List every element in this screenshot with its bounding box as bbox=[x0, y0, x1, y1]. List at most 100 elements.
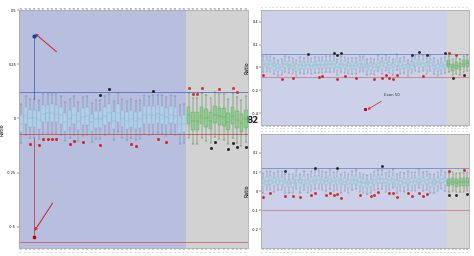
Bar bbox=[358, 178, 361, 186]
Bar bbox=[280, 177, 283, 185]
Bar bbox=[261, 10, 447, 125]
Bar bbox=[384, 179, 387, 186]
Bar bbox=[68, 110, 72, 127]
Bar bbox=[425, 63, 428, 70]
Bar bbox=[28, 110, 32, 127]
Bar bbox=[436, 64, 439, 71]
Bar bbox=[284, 179, 287, 187]
Bar bbox=[355, 62, 357, 69]
Bar bbox=[328, 61, 331, 68]
Bar bbox=[187, 107, 190, 124]
Bar bbox=[365, 64, 368, 71]
Bar bbox=[134, 112, 137, 129]
Bar bbox=[425, 176, 428, 184]
Bar bbox=[77, 112, 80, 130]
Bar bbox=[90, 114, 93, 131]
Bar bbox=[403, 61, 406, 68]
Bar bbox=[429, 60, 432, 66]
Bar bbox=[196, 112, 199, 130]
Bar bbox=[295, 64, 298, 71]
Bar bbox=[262, 61, 264, 68]
Bar bbox=[440, 175, 443, 183]
Bar bbox=[291, 179, 294, 187]
Bar bbox=[265, 177, 268, 185]
Bar bbox=[314, 176, 316, 184]
Bar bbox=[440, 63, 443, 70]
Bar bbox=[55, 105, 58, 122]
Bar bbox=[347, 180, 350, 188]
Bar bbox=[306, 62, 309, 69]
Bar bbox=[200, 107, 203, 124]
Bar bbox=[165, 108, 168, 125]
Bar bbox=[395, 59, 398, 66]
Bar bbox=[351, 62, 354, 69]
Bar bbox=[451, 178, 454, 185]
Bar bbox=[365, 180, 368, 188]
Bar bbox=[231, 107, 234, 124]
Bar bbox=[24, 107, 27, 124]
Bar bbox=[46, 105, 49, 122]
Bar bbox=[156, 105, 159, 123]
Bar bbox=[447, 179, 450, 186]
Bar bbox=[299, 179, 301, 187]
Bar bbox=[410, 62, 413, 69]
Bar bbox=[381, 175, 383, 183]
Bar bbox=[261, 134, 447, 248]
Bar bbox=[358, 61, 361, 67]
Bar bbox=[429, 179, 432, 187]
Bar bbox=[129, 110, 133, 127]
Y-axis label: Ratio: Ratio bbox=[244, 61, 249, 74]
Bar bbox=[410, 178, 413, 186]
Bar bbox=[295, 176, 298, 183]
Bar bbox=[239, 114, 243, 132]
Bar bbox=[116, 104, 120, 122]
Bar bbox=[64, 113, 67, 131]
Bar bbox=[433, 180, 435, 188]
Bar bbox=[377, 176, 380, 183]
Bar bbox=[72, 106, 76, 124]
Bar bbox=[462, 178, 465, 186]
Bar bbox=[33, 110, 36, 127]
Bar bbox=[332, 178, 335, 185]
Bar bbox=[433, 62, 435, 69]
Y-axis label: Ratio: Ratio bbox=[244, 185, 249, 197]
Bar bbox=[19, 10, 186, 248]
Bar bbox=[143, 106, 146, 124]
Bar bbox=[269, 61, 272, 68]
Bar bbox=[306, 180, 309, 187]
Bar bbox=[399, 178, 402, 185]
Bar bbox=[85, 107, 89, 124]
Bar bbox=[388, 62, 391, 69]
Bar bbox=[388, 177, 391, 184]
Bar bbox=[455, 179, 458, 187]
Bar bbox=[317, 176, 320, 184]
Bar bbox=[455, 62, 458, 69]
Bar bbox=[209, 112, 212, 129]
Bar bbox=[227, 113, 230, 130]
Bar bbox=[369, 180, 372, 187]
Bar bbox=[458, 178, 461, 186]
Bar bbox=[19, 115, 23, 132]
Text: B2: B2 bbox=[246, 116, 259, 125]
Bar bbox=[328, 176, 331, 183]
Bar bbox=[336, 63, 339, 70]
Bar bbox=[204, 110, 208, 127]
Bar bbox=[152, 106, 155, 124]
Bar bbox=[284, 61, 287, 68]
Bar bbox=[447, 60, 450, 67]
Text: Exon 50: Exon 50 bbox=[368, 93, 400, 109]
Bar bbox=[355, 176, 357, 184]
Bar bbox=[351, 176, 354, 184]
Bar bbox=[265, 60, 268, 67]
Bar bbox=[310, 177, 313, 185]
Bar bbox=[288, 61, 291, 68]
Bar bbox=[121, 110, 124, 127]
Bar bbox=[280, 63, 283, 70]
Bar bbox=[414, 178, 417, 185]
Bar bbox=[273, 178, 275, 186]
Bar bbox=[418, 175, 420, 183]
Bar bbox=[343, 178, 346, 185]
Bar bbox=[191, 112, 195, 130]
Bar bbox=[269, 176, 272, 184]
Bar bbox=[244, 111, 247, 128]
